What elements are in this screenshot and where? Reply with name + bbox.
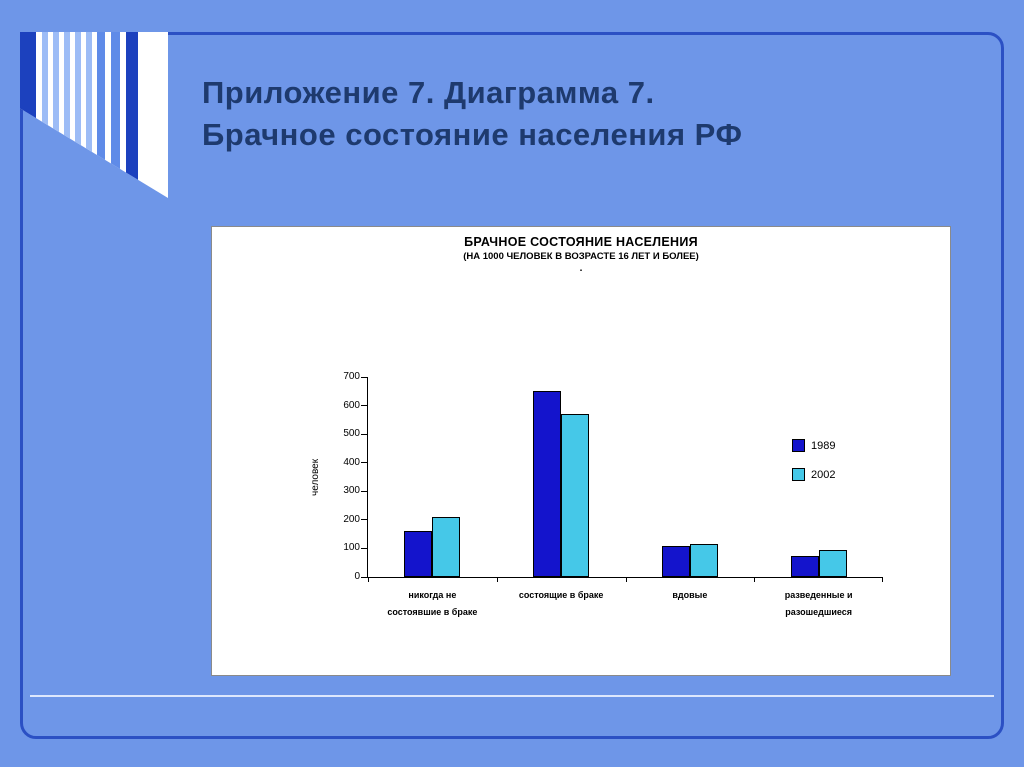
legend-item: 2002	[792, 468, 835, 481]
x-tick-mark	[625, 577, 627, 582]
stripe	[86, 32, 92, 198]
y-tick-label: 600	[343, 399, 360, 411]
chart-panel: БРАЧНОЕ СОСТОЯНИЕ НАСЕЛЕНИЯ (НА 1000 ЧЕЛ…	[211, 226, 951, 676]
slide-title: Приложение 7. Диаграмма 7. Брачное состо…	[202, 72, 982, 156]
bar-2002	[561, 414, 590, 577]
slide-title-line2: Брачное состояние населения РФ	[202, 117, 743, 152]
stripe	[111, 32, 120, 198]
x-tick-mark	[754, 577, 756, 582]
chart-subtitle: (НА 1000 ЧЕЛОВЕК В ВОЗРАСТЕ 16 ЛЕТ И БОЛ…	[463, 251, 699, 262]
bar-2002	[689, 544, 718, 577]
chart-subtitle-dot: .	[579, 263, 583, 274]
bar-2002	[432, 517, 461, 577]
y-tick-mark	[361, 490, 367, 492]
stripe	[75, 32, 81, 198]
y-tick-mark	[361, 433, 367, 435]
bar-2002	[818, 549, 847, 577]
x-tick-mark	[496, 577, 498, 582]
x-tick-mark	[368, 577, 369, 582]
y-tick-mark	[361, 519, 367, 521]
legend: 1989 2002	[792, 439, 835, 481]
legend-item: 1989	[792, 439, 835, 452]
y-tick-label: 100	[343, 542, 360, 554]
legend-label: 1989	[811, 439, 836, 452]
category-label: состоящие в браке	[518, 590, 604, 600]
category-label: разведенные и разошедшиеся	[784, 590, 853, 618]
stripe	[53, 32, 59, 198]
y-tick-mark	[361, 547, 367, 549]
chart-title: БРАЧНОЕ СОСТОЯНИЕ НАСЕЛЕНИЯ	[464, 235, 698, 249]
y-axis-label: человек	[310, 458, 321, 496]
stripe	[97, 32, 105, 198]
plot-area: человек 0 100 200 300 400 500 600 700 никогда не…	[310, 371, 883, 617]
stripe	[64, 32, 70, 198]
divider-line	[30, 695, 994, 697]
y-tick-label: 200	[343, 513, 360, 525]
slide-border	[20, 32, 1004, 739]
category-label: никогда не состоявшие в браке	[387, 590, 478, 618]
slide-title-line1: Приложение 7. Диаграмма 7.	[202, 75, 655, 110]
bar-1989	[533, 391, 562, 577]
y-tick-mark	[361, 405, 367, 407]
bar-1989	[661, 545, 690, 577]
y-tick-label: 700	[343, 371, 360, 382]
y-tick-label: 0	[354, 571, 360, 582]
legend-swatch	[792, 439, 805, 452]
y-tick-mark	[361, 576, 367, 578]
bar-1989	[404, 531, 433, 577]
legend-swatch	[792, 468, 805, 481]
y-tick-mark	[361, 376, 367, 378]
category-label: вдовые	[672, 590, 708, 600]
x-tick-mark	[882, 577, 883, 582]
legend-label: 2002	[811, 468, 836, 481]
stripe	[126, 32, 138, 198]
y-tick-label: 400	[343, 456, 360, 468]
y-tick-mark	[361, 462, 367, 464]
y-tick-label: 300	[343, 485, 360, 497]
stripe	[42, 32, 48, 198]
bar-1989	[790, 555, 819, 577]
y-tick-label: 500	[343, 428, 360, 440]
